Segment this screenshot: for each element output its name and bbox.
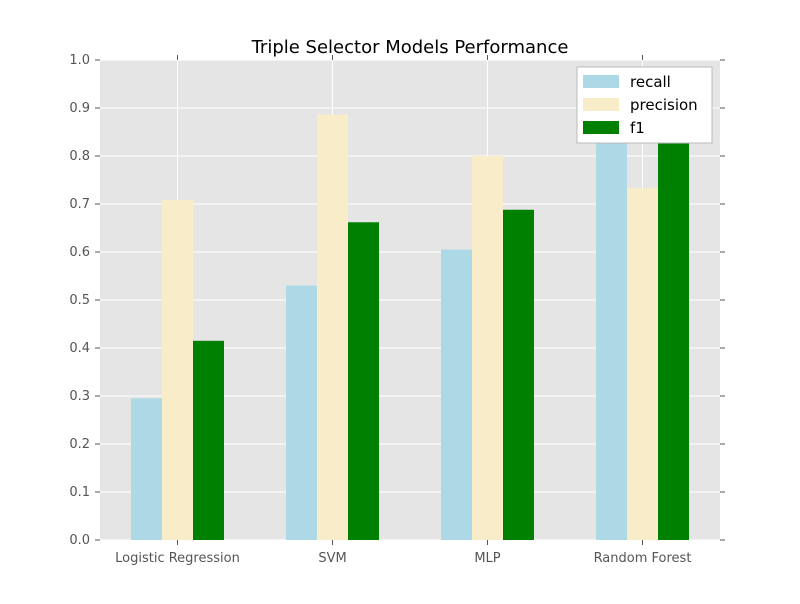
- legend-swatch-precision: [583, 98, 619, 111]
- bar-f1: [503, 209, 534, 540]
- y-tick-label: 0.9: [69, 101, 90, 116]
- bar-f1: [658, 143, 689, 540]
- y-tick-label: 0.6: [69, 245, 90, 260]
- legend: recall precision f1: [576, 66, 713, 144]
- y-tick-label: 0.7: [69, 197, 90, 212]
- x-tick-label: MLP: [474, 551, 500, 566]
- bar-precision: [162, 200, 193, 540]
- y-tick-label: 0.5: [69, 293, 90, 308]
- legend-label-precision: precision: [630, 96, 698, 114]
- legend-label-recall: recall: [630, 73, 671, 91]
- y-tick-label: 0.2: [69, 437, 90, 452]
- bar-precision: [472, 156, 503, 540]
- bar-recall: [441, 249, 472, 540]
- bar-recall: [131, 398, 162, 540]
- y-tick-label: 0.4: [69, 341, 90, 356]
- bar-recall: [286, 285, 317, 540]
- bars: [131, 114, 689, 541]
- y-tick-label: 0.1: [69, 485, 90, 500]
- y-tick-label: 0.8: [69, 149, 90, 164]
- legend-label-f1: f1: [630, 119, 645, 137]
- bar-f1: [193, 340, 224, 540]
- bar-precision: [317, 114, 348, 540]
- x-tick-label: Logistic Regression: [115, 551, 240, 566]
- bar-precision: [627, 188, 658, 540]
- axis-ticks: 0.0 0.1 0.2 0.3 0.4 0.5 0.6 0.7 0.8 0.9 1.0 Logisti…: [69, 53, 725, 566]
- bar-recall: [596, 141, 627, 540]
- x-tick-label: Random Forest: [594, 551, 692, 566]
- legend-swatch-f1: [583, 121, 619, 134]
- x-tick-label: SVM: [318, 551, 346, 566]
- y-tick-label: 1.0: [69, 53, 90, 68]
- y-tick-label: 0.3: [69, 389, 90, 404]
- y-tick-label: 0.0: [69, 533, 90, 548]
- legend-swatch-recall: [583, 75, 619, 88]
- chart-title: Triple Selector Models Performance: [251, 37, 569, 58]
- bar-f1: [348, 222, 379, 541]
